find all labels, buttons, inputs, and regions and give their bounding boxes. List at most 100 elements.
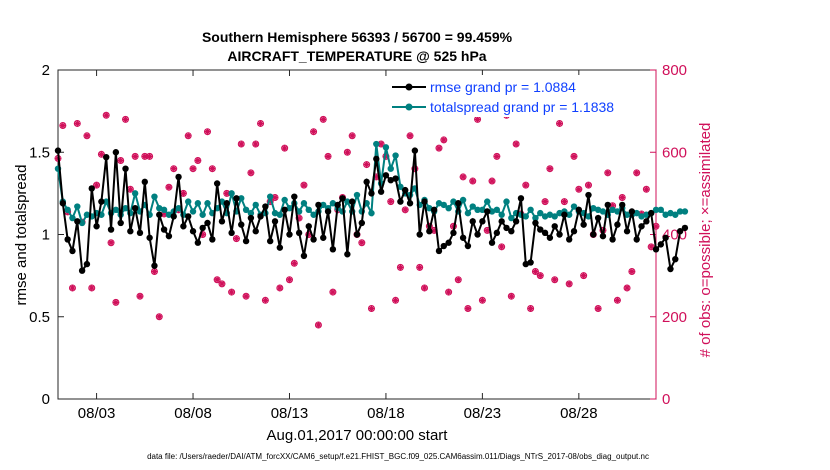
legend-box — [388, 75, 650, 117]
rmse-point — [146, 234, 153, 241]
rmse-point — [421, 198, 428, 205]
y-right-tick-label: 200 — [662, 309, 687, 326]
rmse-point — [512, 218, 520, 225]
rmse-point — [223, 200, 230, 207]
rmse-point — [493, 229, 501, 237]
x-tick-label: 08/08 — [174, 405, 212, 422]
obs-assimilated-point — [570, 153, 578, 160]
totalspread-point — [175, 204, 182, 212]
totalspread-point — [199, 211, 206, 218]
totalspread-point — [247, 209, 255, 217]
rmse-point — [127, 228, 134, 235]
obs-assimilated-point — [247, 169, 255, 177]
y-axis-right-label: # of obs: o=possible; ×=assimilated — [697, 123, 714, 358]
rmse-point — [228, 229, 235, 237]
obs-assimilated-point — [397, 264, 404, 271]
obs-assimilated-point — [83, 132, 91, 139]
rmse-point — [590, 231, 597, 238]
obs-assimilated-point — [141, 153, 149, 160]
obs-assimilated-point — [257, 120, 264, 127]
totalspread-point — [498, 211, 505, 218]
totalspread-point — [295, 208, 303, 215]
rmse-point — [570, 228, 578, 235]
chart-subtitle: AIRCRAFT_TEMPERATURE @ 525 hPa — [227, 48, 486, 64]
totalspread-point — [551, 213, 558, 220]
obs-assimilated-point — [233, 235, 240, 242]
rmse-point — [281, 206, 288, 214]
rmse-point — [373, 155, 380, 163]
rmse-point — [676, 228, 684, 235]
obs-assimilated-point — [498, 243, 505, 251]
obs-assimilated-point — [228, 288, 235, 296]
obs-assimilated-point — [204, 128, 211, 135]
rmse-point — [594, 214, 602, 222]
obs-assimilated-point — [218, 280, 226, 288]
totalspread-point — [599, 208, 607, 215]
rmse-point — [117, 219, 124, 227]
rmse-point — [667, 265, 674, 273]
rmse-point — [498, 218, 505, 225]
rmse-point — [657, 241, 665, 248]
rmse-point — [522, 260, 529, 268]
obs-assimilated-point — [556, 120, 563, 127]
totalspread-point — [238, 195, 245, 202]
x-tick-label: 08/28 — [560, 405, 598, 422]
obs-assimilated-point — [185, 132, 192, 139]
obs-assimilated-point — [469, 177, 476, 185]
obs-assimilated-point — [445, 288, 452, 296]
rmse-point — [426, 228, 433, 235]
totalspread-point — [368, 209, 375, 217]
totalspread-point — [522, 213, 529, 220]
obs-assimilated-point — [479, 297, 486, 304]
obs-assimilated-point — [262, 297, 269, 304]
totalspread-point — [508, 214, 515, 222]
rmse-point — [546, 234, 554, 241]
rmse-point — [435, 247, 443, 255]
obs-assimilated-point — [194, 157, 202, 164]
totalspread-point — [426, 204, 433, 212]
rmse-point — [517, 195, 525, 202]
obs-assimilated-point — [402, 206, 409, 214]
totalspread-point — [281, 196, 288, 204]
rmse-point — [93, 223, 100, 230]
totalspread-point — [556, 209, 563, 217]
rmse-point — [262, 203, 269, 210]
y-tick-label: 0 — [42, 391, 50, 408]
rmse-point — [54, 147, 62, 154]
obs-assimilated-point — [594, 305, 602, 312]
rmse-point — [628, 208, 636, 215]
totalspread-point — [185, 198, 192, 205]
obs-assimilated-point — [652, 223, 660, 230]
totalspread-point — [590, 204, 597, 212]
totalspread-point — [194, 200, 202, 207]
totalspread-point — [594, 206, 602, 214]
totalspread-point — [537, 209, 544, 217]
legend-spread-label: totalspread grand pr = 1.1838 — [430, 99, 614, 115]
totalspread-point — [276, 211, 284, 218]
obs-assimilated-point — [122, 116, 129, 123]
obs-assimilated-point — [614, 297, 621, 304]
rmse-point — [83, 260, 91, 268]
rmse-point — [276, 244, 284, 251]
totalspread-point — [271, 209, 279, 217]
totalspread-point — [373, 140, 380, 148]
obs-assimilated-point — [551, 276, 558, 283]
totalspread-point — [387, 165, 394, 172]
totalspread-point — [286, 204, 293, 212]
chart-title: Southern Hemisphere 56393 / 56700 = 99.4… — [202, 29, 513, 45]
obs-assimilated-point — [310, 128, 317, 135]
rmse-point — [209, 236, 216, 243]
obs-assimilated-point — [450, 223, 457, 230]
obs-assimilated-point — [387, 198, 394, 205]
obs-assimilated-point — [69, 284, 76, 292]
rmse-point — [112, 149, 120, 156]
totalspread-point — [151, 193, 158, 200]
obs-assimilated-point — [107, 239, 115, 246]
rmse-point — [440, 242, 448, 250]
rmse-point — [339, 195, 346, 202]
obs-assimilated-point — [373, 173, 380, 181]
obs-assimilated-point — [541, 198, 549, 205]
obs-assimilated-point — [512, 140, 520, 148]
obs-assimilated-point — [344, 149, 351, 156]
rmse-point — [189, 228, 197, 235]
